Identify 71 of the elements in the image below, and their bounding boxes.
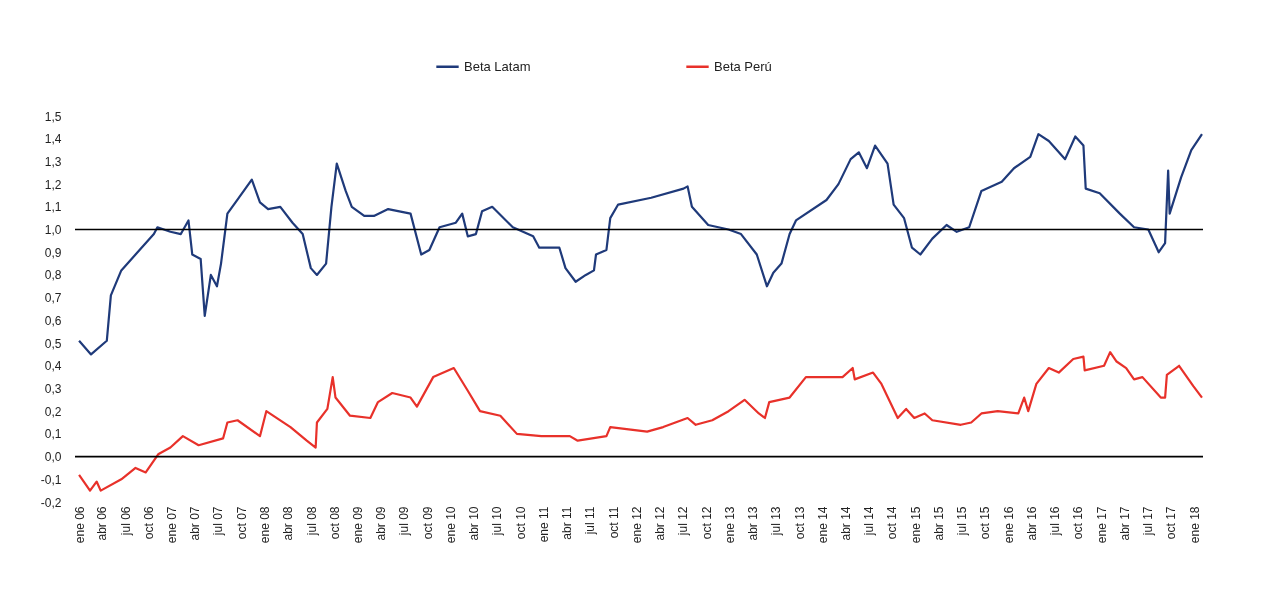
x-tick-label: ene 13 bbox=[723, 506, 738, 544]
x-tick-label: oct 11 bbox=[606, 506, 621, 539]
x-tick-label: oct 07 bbox=[234, 506, 249, 540]
x-tick-label: oct 09 bbox=[420, 506, 435, 540]
y-tick-label: 0,6 bbox=[44, 313, 62, 328]
x-tick-label: jul 10 bbox=[490, 506, 505, 537]
x-tick-label: jul 11 bbox=[583, 506, 598, 536]
x-tick-label: ene 17 bbox=[1094, 506, 1109, 544]
x-tick-label: abr 08 bbox=[281, 506, 296, 541]
x-tick-label: oct 08 bbox=[327, 506, 342, 540]
x-tick-label: jul 16 bbox=[1047, 506, 1062, 537]
x-tick-label: abr 14 bbox=[838, 506, 853, 541]
x-tick-label: oct 06 bbox=[142, 506, 157, 540]
y-tick-label: 0,8 bbox=[44, 268, 62, 283]
x-tick-label: ene 15 bbox=[908, 506, 923, 544]
x-tick-label: abr 10 bbox=[467, 506, 482, 541]
x-tick-label: abr 13 bbox=[745, 506, 760, 541]
y-tick-label: 1,4 bbox=[44, 132, 62, 147]
y-tick-label: 1,2 bbox=[44, 177, 62, 192]
y-tick-label: 0,3 bbox=[44, 381, 62, 396]
x-tick-label: abr 11 bbox=[560, 506, 574, 540]
x-tick-label: jul 07 bbox=[211, 506, 226, 537]
x-tick-label: jul 13 bbox=[769, 506, 784, 537]
x-tick-label: ene 07 bbox=[165, 506, 180, 544]
y-tick-label: 0,0 bbox=[44, 450, 62, 465]
x-tick-label: oct 15 bbox=[978, 506, 993, 540]
x-tick-label: abr 07 bbox=[188, 506, 203, 541]
x-tick-label: ene 10 bbox=[444, 506, 459, 544]
x-tick-label: oct 12 bbox=[699, 506, 714, 540]
x-tick-label: abr 16 bbox=[1024, 506, 1039, 541]
x-tick-label: oct 14 bbox=[885, 506, 900, 540]
x-tick-label: ene 09 bbox=[351, 506, 366, 544]
x-tick-label: ene 06 bbox=[72, 506, 87, 544]
y-tick-label: 1,0 bbox=[44, 223, 62, 238]
x-tick-label: ene 12 bbox=[629, 506, 644, 544]
x-tick-label: ene 16 bbox=[1001, 506, 1016, 544]
y-tick-label: 1,3 bbox=[44, 154, 62, 169]
x-tick-label: ene 08 bbox=[258, 506, 273, 544]
x-tick-label: oct 13 bbox=[792, 506, 807, 540]
y-tick-label: 1,1 bbox=[44, 200, 62, 215]
line-series bbox=[77, 351, 1203, 492]
y-tick-label: 0,4 bbox=[44, 359, 62, 374]
y-tick-label: 0,9 bbox=[44, 245, 62, 260]
x-tick-label: jul 09 bbox=[397, 506, 412, 537]
y-tick-label: -0,1 bbox=[40, 472, 62, 487]
x-tick-label: jul 15 bbox=[954, 506, 969, 537]
x-tick-label: oct 17 bbox=[1164, 506, 1179, 540]
x-tick-label: oct 10 bbox=[513, 506, 528, 540]
x-tick-label: abr 09 bbox=[374, 506, 389, 541]
y-tick-label: -0,2 bbox=[40, 495, 62, 510]
legend-label: Beta Perú bbox=[714, 58, 772, 74]
y-tick-label: 0,7 bbox=[44, 291, 62, 306]
y-tick-label: 1,5 bbox=[44, 109, 62, 124]
x-tick-label: jul 17 bbox=[1140, 506, 1155, 537]
y-tick-label: 0,1 bbox=[44, 427, 62, 442]
y-tick-label: 0,5 bbox=[44, 336, 62, 351]
y-tick-label: 0,2 bbox=[44, 404, 62, 419]
x-tick-label: abr 12 bbox=[653, 506, 668, 541]
x-tick-label: ene 11 bbox=[537, 506, 552, 543]
x-tick-label: jul 12 bbox=[676, 506, 691, 537]
line-series bbox=[77, 133, 1203, 356]
x-tick-label: jul 14 bbox=[861, 506, 876, 537]
x-tick-label: jul 08 bbox=[304, 506, 319, 537]
legend-label: Beta Latam bbox=[464, 58, 531, 74]
x-tick-label: abr 06 bbox=[95, 506, 110, 541]
x-tick-label: ene 14 bbox=[815, 506, 830, 544]
x-tick-label: abr 15 bbox=[931, 506, 946, 541]
x-tick-label: abr 17 bbox=[1117, 506, 1132, 541]
x-tick-label: oct 16 bbox=[1071, 506, 1086, 540]
x-tick-label: ene 18 bbox=[1187, 506, 1202, 544]
x-tick-label: jul 06 bbox=[118, 506, 133, 537]
